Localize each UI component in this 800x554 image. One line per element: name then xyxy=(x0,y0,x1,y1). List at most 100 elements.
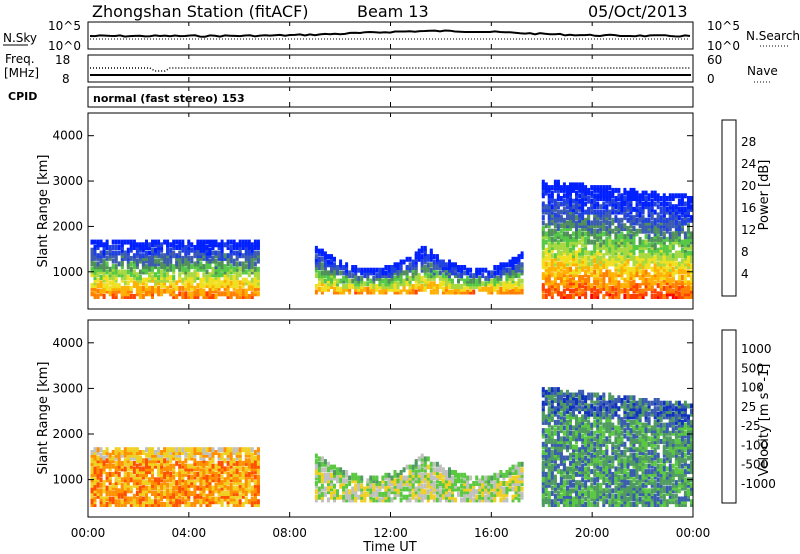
echo-cell xyxy=(360,475,364,481)
echo-cell xyxy=(605,209,609,215)
echo-cell xyxy=(556,406,560,412)
echo-cell xyxy=(517,278,521,284)
echo-cell xyxy=(166,447,170,453)
echo-cell xyxy=(96,482,100,488)
echo-cell xyxy=(105,277,109,283)
echo-cell xyxy=(102,469,106,475)
echo-cell xyxy=(172,242,176,248)
echo-cell xyxy=(214,294,218,299)
echo-cell xyxy=(420,491,424,497)
echo-cell xyxy=(330,491,333,497)
echo-cell xyxy=(687,228,690,234)
echo-cell xyxy=(138,485,142,491)
echo-cell xyxy=(608,196,612,201)
echo-cell xyxy=(581,242,585,248)
echo-cell xyxy=(511,267,515,273)
echo-cell xyxy=(602,190,606,196)
echo-cell xyxy=(342,275,346,281)
echo-cell xyxy=(451,284,454,289)
echo-cell xyxy=(550,239,554,245)
echo-cell xyxy=(211,463,215,469)
echo-cell xyxy=(432,286,436,292)
echo-cell xyxy=(566,422,569,428)
echo-cell xyxy=(550,400,554,406)
echo-cell xyxy=(581,215,585,221)
echo-cell xyxy=(250,460,254,466)
echo-cell xyxy=(420,478,424,484)
echo-cell xyxy=(451,491,454,497)
echo-cell xyxy=(196,264,200,270)
echo-cell xyxy=(327,475,330,481)
echo-cell xyxy=(599,288,603,294)
echo-cell xyxy=(578,471,582,477)
echo-cell xyxy=(584,450,588,455)
echo-cell xyxy=(575,400,578,406)
echo-cell xyxy=(566,245,569,250)
echo-cell xyxy=(411,270,415,276)
echo-cell xyxy=(214,283,218,289)
echo-cell xyxy=(559,272,563,278)
echo-cell xyxy=(214,261,218,267)
echo-cell xyxy=(232,258,236,264)
echo-cell xyxy=(550,450,554,455)
echo-cell xyxy=(172,477,176,483)
echo-cell xyxy=(178,455,182,461)
echo-cell xyxy=(502,289,506,295)
echo-cell xyxy=(117,250,121,256)
echo-cell xyxy=(381,289,385,295)
echo-cell xyxy=(232,480,236,486)
echo-cell xyxy=(393,267,397,273)
echo-cell xyxy=(223,482,227,488)
echo-cell xyxy=(126,460,130,466)
echo-cell xyxy=(384,472,388,478)
echo-cell xyxy=(202,450,206,455)
echo-cell xyxy=(420,475,424,481)
echo-cell xyxy=(677,280,681,286)
echo-cell xyxy=(193,247,197,253)
echo-cell xyxy=(256,258,260,264)
echo-cell xyxy=(454,267,457,273)
echo-cell xyxy=(544,239,548,245)
echo-cell xyxy=(178,491,182,496)
echo-cell xyxy=(408,483,412,489)
echo-cell xyxy=(360,289,364,295)
echo-cell xyxy=(154,264,157,270)
echo-cell xyxy=(499,281,503,287)
echo-cell xyxy=(559,458,563,464)
echo-cell xyxy=(244,247,248,253)
echo-cell xyxy=(493,486,497,492)
echo-cell xyxy=(566,436,569,442)
echo-cell xyxy=(541,419,545,425)
echo-cell xyxy=(223,277,227,283)
echo-cell xyxy=(553,261,557,267)
echo-cell xyxy=(163,239,167,245)
echo-cell xyxy=(632,280,636,286)
echo-cell xyxy=(662,193,666,199)
echo-cell xyxy=(454,486,457,492)
echo-cell xyxy=(665,206,669,212)
echo-cell xyxy=(108,250,112,256)
echo-cell xyxy=(247,264,251,270)
echo-cell xyxy=(547,430,551,436)
echo-cell xyxy=(187,291,191,297)
echo-cell xyxy=(629,283,633,289)
echo-cell xyxy=(653,272,657,278)
echo-cell xyxy=(375,483,379,489)
echo-cell xyxy=(175,471,179,477)
colorbar-frame xyxy=(721,119,737,297)
echo-cell xyxy=(220,247,224,253)
echo-cell xyxy=(578,466,582,472)
echo-cell xyxy=(550,212,554,218)
echo-cell xyxy=(599,266,603,272)
echo-cell xyxy=(569,234,572,240)
echo-cell xyxy=(111,272,115,278)
echo-cell xyxy=(487,486,491,492)
echo-cell xyxy=(172,245,176,250)
echo-cell xyxy=(614,231,618,237)
echo-cell xyxy=(208,261,212,267)
echo-cell xyxy=(581,491,585,496)
echo-cell xyxy=(314,475,318,481)
echo-cell xyxy=(687,212,690,218)
echo-cell xyxy=(623,258,627,264)
echo-cell xyxy=(608,280,612,286)
